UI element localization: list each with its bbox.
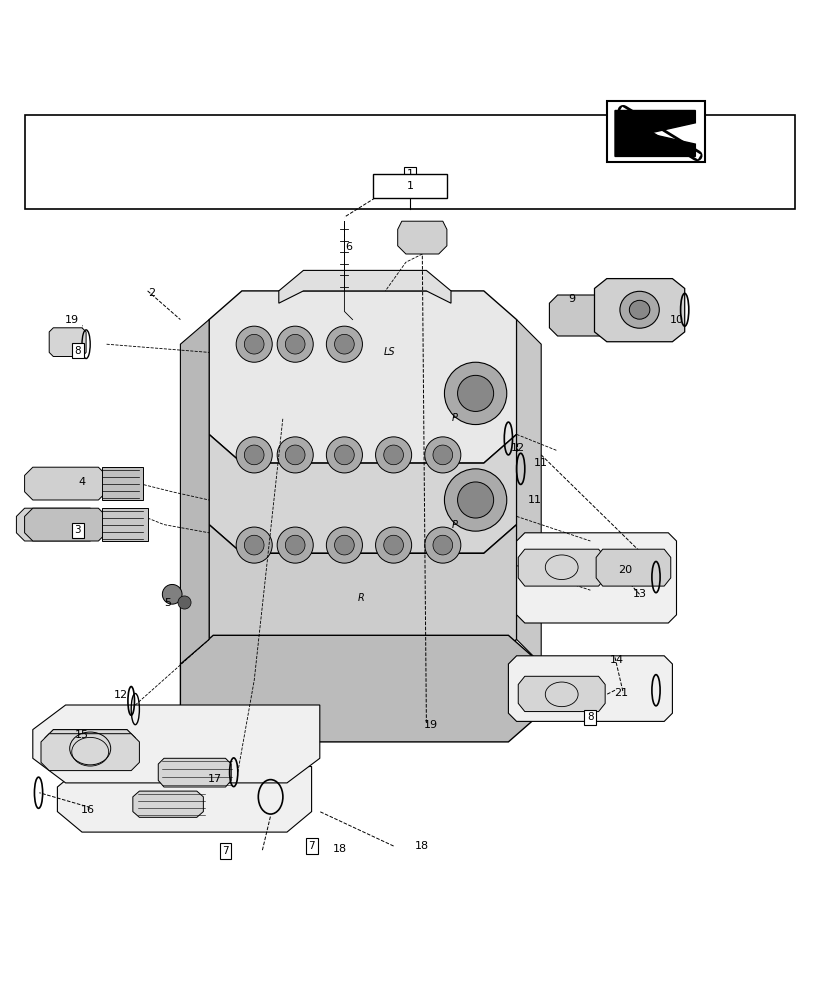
Polygon shape bbox=[180, 635, 541, 742]
Polygon shape bbox=[518, 676, 604, 712]
Circle shape bbox=[326, 437, 362, 473]
Polygon shape bbox=[25, 467, 106, 500]
Circle shape bbox=[457, 482, 493, 518]
Text: 6: 6 bbox=[345, 242, 351, 252]
Polygon shape bbox=[614, 111, 695, 156]
Circle shape bbox=[334, 445, 354, 465]
Text: 11: 11 bbox=[527, 495, 541, 505]
Text: 9: 9 bbox=[568, 294, 574, 304]
Text: 5: 5 bbox=[165, 597, 171, 607]
Circle shape bbox=[375, 527, 411, 563]
Polygon shape bbox=[209, 291, 516, 463]
Circle shape bbox=[277, 527, 313, 563]
Circle shape bbox=[424, 527, 460, 563]
Text: 7: 7 bbox=[308, 841, 314, 851]
Polygon shape bbox=[180, 320, 209, 664]
Text: 18: 18 bbox=[414, 841, 429, 851]
Circle shape bbox=[383, 535, 403, 555]
Circle shape bbox=[424, 437, 460, 473]
Text: 19: 19 bbox=[65, 315, 79, 325]
Circle shape bbox=[277, 437, 313, 473]
Text: 19: 19 bbox=[423, 720, 437, 730]
Text: 1: 1 bbox=[406, 169, 413, 179]
Text: 15: 15 bbox=[75, 730, 89, 740]
Ellipse shape bbox=[629, 300, 649, 319]
Bar bbox=[102, 467, 143, 500]
Polygon shape bbox=[41, 734, 139, 771]
Circle shape bbox=[326, 326, 362, 362]
Circle shape bbox=[244, 334, 264, 354]
Polygon shape bbox=[158, 758, 231, 787]
Polygon shape bbox=[45, 730, 135, 766]
Polygon shape bbox=[133, 791, 203, 817]
Text: R: R bbox=[357, 593, 364, 603]
Ellipse shape bbox=[619, 291, 658, 328]
Polygon shape bbox=[516, 533, 676, 623]
Circle shape bbox=[407, 223, 437, 252]
Circle shape bbox=[414, 229, 430, 246]
Bar bbox=[373, 174, 446, 198]
Polygon shape bbox=[16, 508, 98, 541]
Text: 12: 12 bbox=[510, 443, 525, 453]
Polygon shape bbox=[549, 295, 622, 336]
Circle shape bbox=[162, 584, 182, 604]
Circle shape bbox=[334, 334, 354, 354]
Text: 2: 2 bbox=[148, 288, 155, 298]
Polygon shape bbox=[278, 270, 450, 303]
Text: 7: 7 bbox=[222, 846, 229, 856]
Text: 10: 10 bbox=[668, 315, 683, 325]
Text: 4: 4 bbox=[79, 477, 85, 487]
Polygon shape bbox=[25, 508, 106, 541]
Polygon shape bbox=[49, 328, 86, 357]
Circle shape bbox=[285, 445, 305, 465]
Circle shape bbox=[236, 326, 272, 362]
Text: 13: 13 bbox=[631, 589, 646, 599]
Circle shape bbox=[334, 535, 354, 555]
Text: 8: 8 bbox=[75, 346, 81, 356]
Text: 14: 14 bbox=[609, 655, 623, 665]
Text: 11: 11 bbox=[533, 458, 548, 468]
Polygon shape bbox=[33, 705, 319, 783]
Polygon shape bbox=[209, 525, 516, 668]
Bar bbox=[25, 115, 794, 209]
Polygon shape bbox=[594, 279, 684, 342]
Text: P: P bbox=[451, 520, 458, 530]
Polygon shape bbox=[508, 656, 672, 721]
Polygon shape bbox=[209, 434, 516, 553]
Polygon shape bbox=[397, 221, 446, 254]
Bar bbox=[606, 101, 704, 162]
Circle shape bbox=[375, 437, 411, 473]
Circle shape bbox=[277, 326, 313, 362]
Circle shape bbox=[244, 445, 264, 465]
Circle shape bbox=[432, 535, 452, 555]
Bar bbox=[102, 508, 147, 541]
Circle shape bbox=[285, 535, 305, 555]
Circle shape bbox=[236, 527, 272, 563]
Text: 16: 16 bbox=[80, 805, 95, 815]
Circle shape bbox=[236, 437, 272, 473]
Text: P: P bbox=[451, 413, 458, 423]
Circle shape bbox=[444, 469, 506, 531]
Text: 18: 18 bbox=[333, 843, 347, 853]
Polygon shape bbox=[595, 549, 670, 586]
Text: 3: 3 bbox=[75, 525, 81, 535]
Polygon shape bbox=[516, 320, 541, 664]
Polygon shape bbox=[518, 549, 604, 586]
Text: 1: 1 bbox=[406, 181, 413, 191]
Circle shape bbox=[444, 362, 506, 425]
Circle shape bbox=[432, 445, 452, 465]
Text: 12: 12 bbox=[114, 690, 129, 700]
Text: 20: 20 bbox=[617, 565, 631, 575]
Circle shape bbox=[457, 375, 493, 411]
Polygon shape bbox=[57, 766, 311, 832]
Circle shape bbox=[285, 334, 305, 354]
Circle shape bbox=[326, 527, 362, 563]
Text: 17: 17 bbox=[207, 774, 222, 784]
Text: 21: 21 bbox=[613, 688, 628, 698]
Circle shape bbox=[244, 535, 264, 555]
Circle shape bbox=[178, 596, 191, 609]
Text: LS: LS bbox=[383, 347, 395, 357]
Circle shape bbox=[383, 445, 403, 465]
Text: 8: 8 bbox=[586, 712, 593, 722]
